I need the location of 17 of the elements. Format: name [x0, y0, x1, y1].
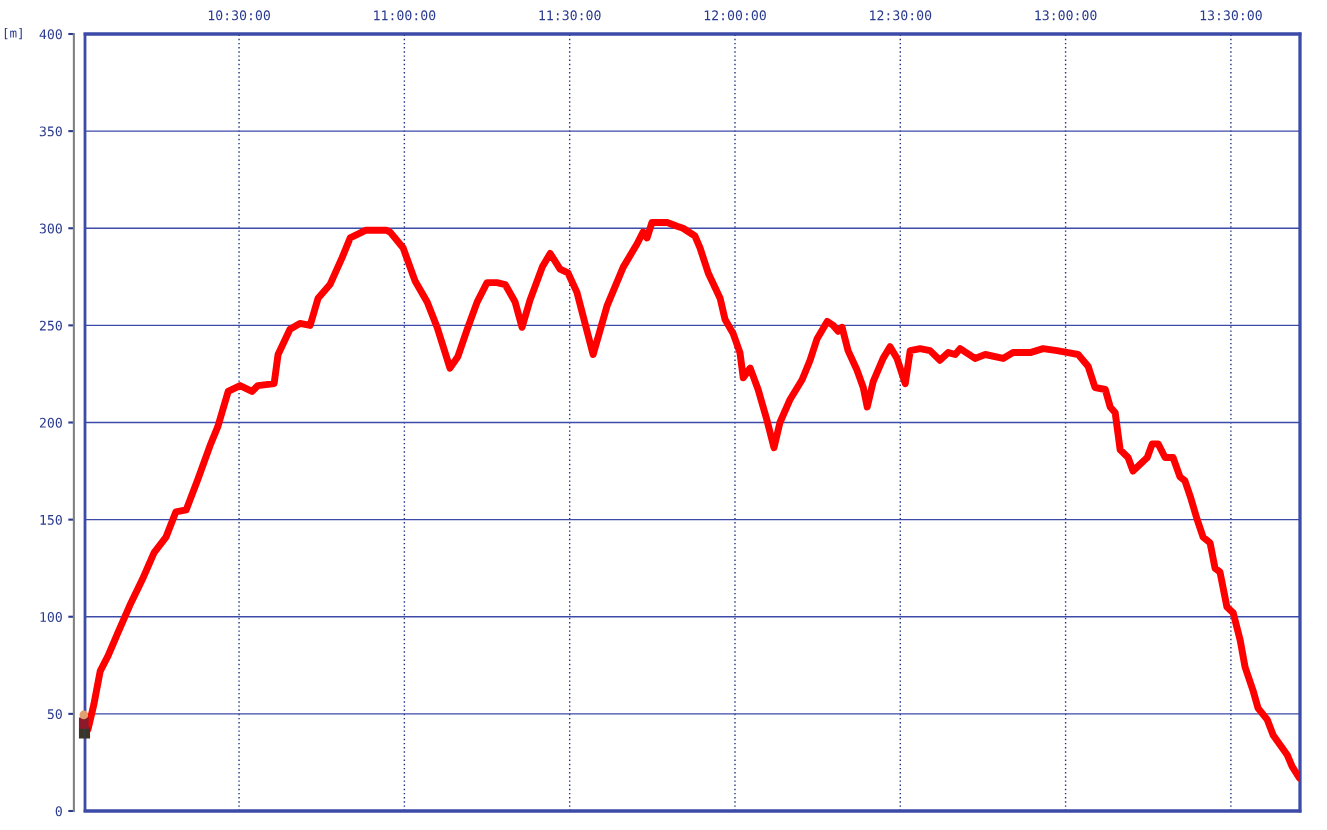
- y-tick-label: 100: [40, 612, 62, 622]
- y-tick-label: 0: [55, 806, 62, 817]
- y-tick-label: 150: [40, 514, 62, 525]
- y-tick-label: 250: [39, 320, 62, 331]
- y-tick-label: 400: [39, 29, 62, 40]
- y-tick-label: 200: [39, 417, 62, 428]
- x-tick-label: 12:00:00: [704, 10, 766, 21]
- x-tick-label: 12:30:00: [870, 10, 932, 21]
- x-tick-label: 10:30:00: [208, 10, 270, 21]
- x-tick-label: 13:00:00: [1035, 10, 1097, 21]
- y-tick-label: 50: [47, 709, 62, 720]
- x-tick-label: 13:30:00: [1200, 10, 1262, 21]
- y-tick-label: 350: [39, 126, 62, 137]
- x-tick-label: 11:30:00: [539, 10, 601, 21]
- y-tick-label: 300: [39, 223, 62, 234]
- y-axis-title: [m]: [4, 27, 22, 40]
- x-tick-label: 11:00:00: [374, 10, 436, 21]
